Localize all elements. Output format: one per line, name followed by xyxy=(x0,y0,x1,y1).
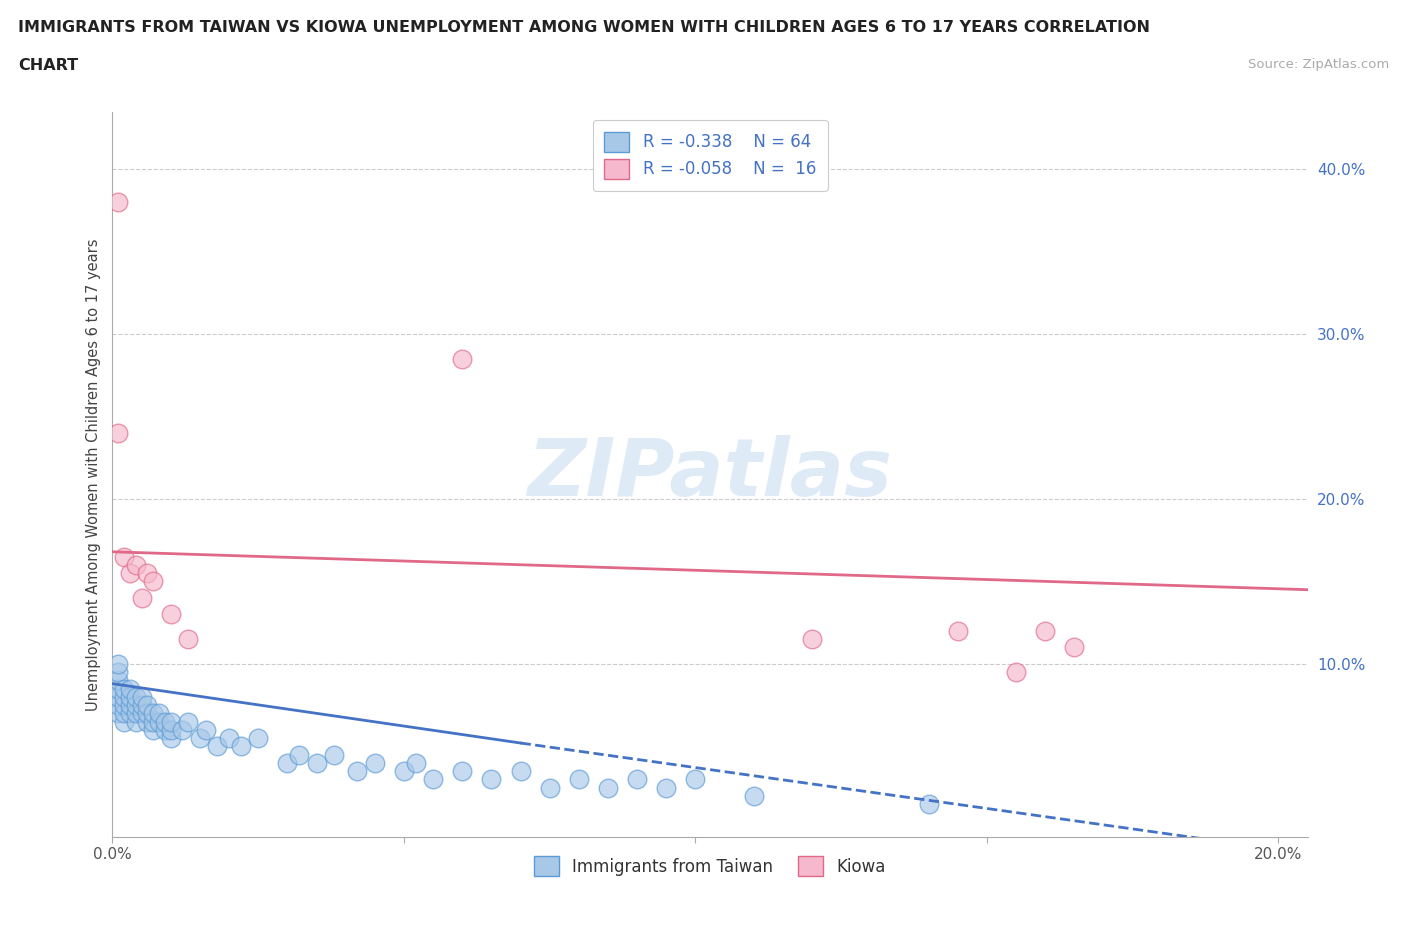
Point xyxy=(118,689,141,704)
Point xyxy=(917,797,939,812)
Point xyxy=(125,698,148,712)
Point xyxy=(136,698,159,712)
Point xyxy=(107,195,129,210)
Point xyxy=(136,706,159,721)
Point xyxy=(107,426,129,441)
Text: IMMIGRANTS FROM TAIWAN VS KIOWA UNEMPLOYMENT AMONG WOMEN WITH CHILDREN AGES 6 TO: IMMIGRANTS FROM TAIWAN VS KIOWA UNEMPLOY… xyxy=(18,20,1150,35)
Point xyxy=(148,714,170,729)
Point xyxy=(131,706,153,721)
Point xyxy=(136,714,159,729)
Point xyxy=(107,698,129,712)
Point xyxy=(655,780,678,795)
Point xyxy=(142,706,165,721)
Point xyxy=(229,738,252,753)
Point xyxy=(125,557,148,572)
Point xyxy=(107,665,129,680)
Point xyxy=(142,714,165,729)
Point xyxy=(247,731,270,746)
Point xyxy=(218,731,240,746)
Point xyxy=(801,631,824,646)
Point xyxy=(177,631,200,646)
Point xyxy=(276,755,298,770)
Point xyxy=(568,772,591,787)
Point xyxy=(685,772,707,787)
Point xyxy=(538,780,561,795)
Point xyxy=(742,789,765,804)
Point xyxy=(626,772,648,787)
Point xyxy=(946,623,969,638)
Point xyxy=(125,689,148,704)
Text: Source: ZipAtlas.com: Source: ZipAtlas.com xyxy=(1249,58,1389,71)
Point xyxy=(159,714,181,729)
Point xyxy=(107,681,129,696)
Point xyxy=(107,689,129,704)
Point xyxy=(451,764,474,778)
Point xyxy=(305,755,328,770)
Point xyxy=(159,607,181,622)
Point xyxy=(596,780,619,795)
Point xyxy=(188,731,211,746)
Point xyxy=(346,764,368,778)
Point xyxy=(112,706,135,721)
Point xyxy=(112,698,135,712)
Point xyxy=(481,772,503,787)
Point xyxy=(159,731,181,746)
Point xyxy=(451,352,474,366)
Point xyxy=(125,714,148,729)
Point xyxy=(323,747,346,762)
Point xyxy=(509,764,531,778)
Point xyxy=(142,723,165,737)
Point xyxy=(1033,623,1056,638)
Point xyxy=(112,714,135,729)
Point xyxy=(136,565,159,580)
Point xyxy=(118,706,141,721)
Point xyxy=(172,723,194,737)
Point xyxy=(118,681,141,696)
Text: ZIPatlas: ZIPatlas xyxy=(527,435,893,513)
Y-axis label: Unemployment Among Women with Children Ages 6 to 17 years: Unemployment Among Women with Children A… xyxy=(86,238,101,711)
Point xyxy=(153,723,176,737)
Point xyxy=(288,747,311,762)
Point xyxy=(148,706,170,721)
Point xyxy=(405,755,427,770)
Point xyxy=(112,550,135,565)
Point xyxy=(131,591,153,605)
Point xyxy=(112,681,135,696)
Point xyxy=(422,772,444,787)
Point xyxy=(131,698,153,712)
Point xyxy=(207,738,229,753)
Point xyxy=(194,723,217,737)
Point xyxy=(1005,665,1028,680)
Point xyxy=(107,706,129,721)
Text: CHART: CHART xyxy=(18,58,79,73)
Point xyxy=(125,706,148,721)
Point xyxy=(142,574,165,589)
Legend: Immigrants from Taiwan, Kiowa: Immigrants from Taiwan, Kiowa xyxy=(527,849,893,884)
Point xyxy=(107,657,129,671)
Point xyxy=(118,565,141,580)
Point xyxy=(153,714,176,729)
Point xyxy=(112,689,135,704)
Point xyxy=(177,714,200,729)
Point xyxy=(364,755,387,770)
Point xyxy=(131,689,153,704)
Point xyxy=(118,698,141,712)
Point xyxy=(392,764,415,778)
Point xyxy=(1063,640,1085,655)
Point xyxy=(107,673,129,688)
Point xyxy=(159,723,181,737)
